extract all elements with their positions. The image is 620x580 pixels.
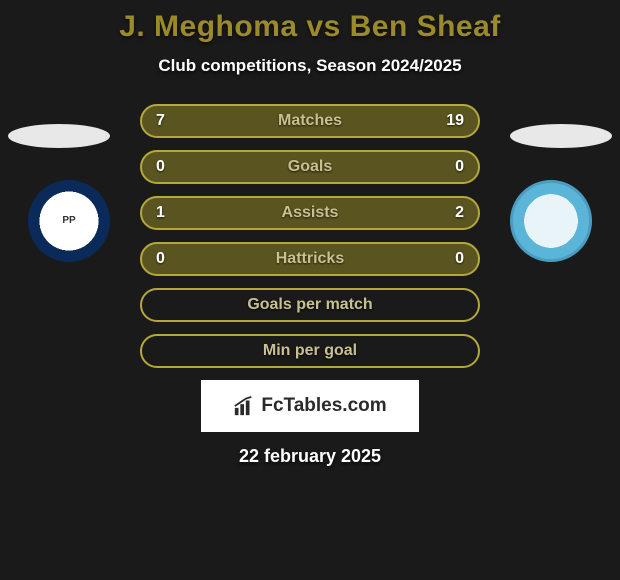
subtitle: Club competitions, Season 2024/2025 xyxy=(0,56,620,76)
stat-row-goals: 0 Goals 0 xyxy=(140,150,480,184)
stat-row-matches: 7 Matches 19 xyxy=(140,104,480,138)
stat-label: Assists xyxy=(176,204,444,222)
stat-left-value: 1 xyxy=(156,204,176,222)
stat-left-value: 0 xyxy=(156,158,176,176)
stat-right-value: 19 xyxy=(444,112,464,130)
stat-row-assists: 1 Assists 2 xyxy=(140,196,480,230)
shadow-ellipse-left xyxy=(8,124,110,148)
crest-left-label: PP xyxy=(62,216,75,226)
stat-row-min-per-goal: Min per goal xyxy=(140,334,480,368)
stats-panel: 7 Matches 19 0 Goals 0 1 Assists 2 0 Hat… xyxy=(140,104,480,368)
stat-label: Min per goal xyxy=(263,342,357,360)
comparison-card: J. Meghoma vs Ben Sheaf Club competition… xyxy=(0,0,620,467)
stat-left-value: 0 xyxy=(156,250,176,268)
stat-right-value: 0 xyxy=(444,250,464,268)
stat-left-value: 7 xyxy=(156,112,176,130)
stat-label: Goals xyxy=(176,158,444,176)
date-label: 22 february 2025 xyxy=(0,446,620,467)
chart-icon xyxy=(233,395,255,417)
club-crest-right xyxy=(510,180,592,262)
stat-label: Matches xyxy=(176,112,444,130)
stat-row-goals-per-match: Goals per match xyxy=(140,288,480,322)
stat-label: Hattricks xyxy=(176,250,444,268)
stat-right-value: 2 xyxy=(444,204,464,222)
page-title: J. Meghoma vs Ben Sheaf xyxy=(0,10,620,44)
stat-row-hattricks: 0 Hattricks 0 xyxy=(140,242,480,276)
stat-right-value: 0 xyxy=(444,158,464,176)
stat-label: Goals per match xyxy=(247,296,372,314)
shadow-ellipse-right xyxy=(510,124,612,148)
club-crest-left: PP xyxy=(28,180,110,262)
watermark-text: FcTables.com xyxy=(261,395,386,417)
watermark: FcTables.com xyxy=(201,380,419,432)
